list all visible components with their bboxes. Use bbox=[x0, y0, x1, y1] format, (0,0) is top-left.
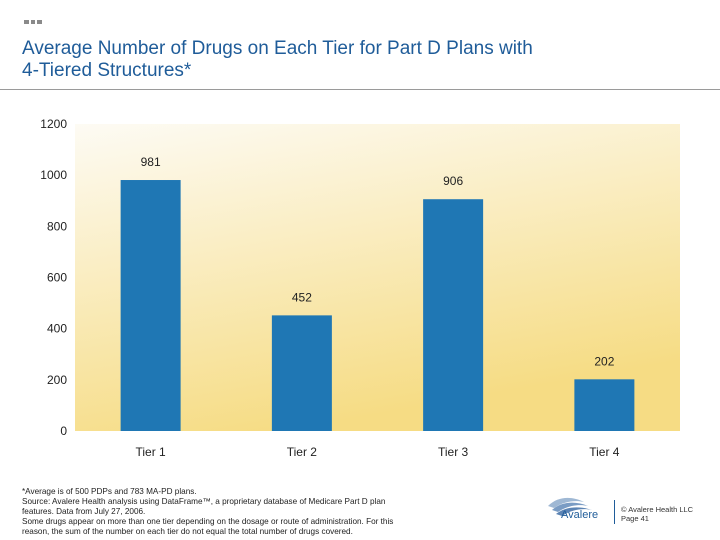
footnote-line: reason, the sum of the number on each ti… bbox=[22, 527, 353, 536]
y-tick-label: 600 bbox=[47, 271, 67, 285]
slide-title: Average Number of Drugs on Each Tier for… bbox=[22, 38, 702, 82]
bar-tier-1 bbox=[120, 180, 181, 431]
y-tick-label: 0 bbox=[60, 424, 67, 438]
data-label: 906 bbox=[443, 174, 463, 188]
footer-info: © Avalere Health LLC Page 41 bbox=[621, 505, 693, 523]
bar-tier-4 bbox=[574, 379, 635, 431]
footnote-line: features. Data from July 27, 2006. bbox=[22, 507, 146, 516]
x-tick-label: Tier 3 bbox=[438, 445, 469, 459]
y-tick-label: 800 bbox=[47, 219, 67, 233]
data-label: 202 bbox=[594, 354, 614, 368]
bar-tier-3 bbox=[423, 199, 484, 431]
data-label: 452 bbox=[292, 290, 312, 304]
y-tick-label: 400 bbox=[47, 322, 67, 336]
title-line-1: Average Number of Drugs on Each Tier for… bbox=[22, 38, 533, 59]
bar-chart: 0 200 400 600 800 1000 1200 981 Tier 1 452 Tier 2… bbox=[40, 117, 680, 459]
decorative-dots bbox=[24, 20, 43, 24]
x-tick-label: Tier 2 bbox=[287, 445, 318, 459]
footnote-line: *Average is of 500 PDPs and 783 MA-PD pl… bbox=[22, 487, 197, 496]
footnote: *Average is of 500 PDPs and 783 MA-PD pl… bbox=[22, 487, 492, 537]
y-tick-label: 1000 bbox=[40, 168, 67, 182]
y-tick-label: 1200 bbox=[40, 117, 67, 131]
x-tick-label: Tier 4 bbox=[589, 445, 620, 459]
x-tick-label: Tier 1 bbox=[136, 445, 167, 459]
page-number: Page 41 bbox=[621, 514, 649, 523]
copyright-text: © Avalere Health LLC bbox=[621, 505, 694, 514]
y-tick-label: 200 bbox=[47, 373, 67, 387]
footer-divider bbox=[614, 500, 615, 524]
avalere-wave-logo-icon bbox=[548, 497, 592, 516]
footnote-line: Some drugs appear on more than one tier … bbox=[22, 517, 394, 526]
data-label: 981 bbox=[141, 155, 161, 169]
title-divider bbox=[0, 89, 720, 90]
bar-tier-2 bbox=[271, 315, 332, 431]
title-line-2: 4-Tiered Structures* bbox=[22, 60, 192, 81]
logo-wordmark: Avalere bbox=[561, 509, 599, 521]
footnote-line: Source: Avalere Health analysis using Da… bbox=[22, 497, 386, 506]
